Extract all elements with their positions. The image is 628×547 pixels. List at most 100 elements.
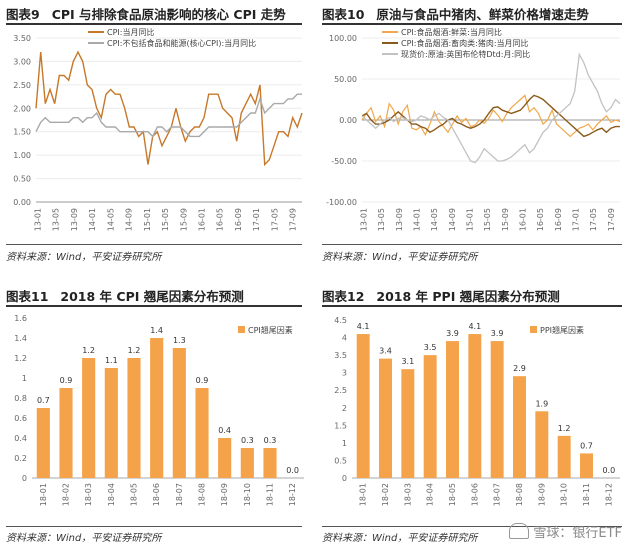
legend-label: 现货价:原油:英国布伦特Dtd:月:同比 — [401, 49, 530, 59]
legend-label: PPI翘尾因素 — [540, 325, 584, 335]
panel-title: 图表9 CPI 与排除食品原油影响的核心 CPI 走势 — [6, 4, 286, 23]
y-tick-label: 4.5 — [334, 316, 347, 325]
data-label: 1.3 — [173, 336, 186, 345]
title-rule — [6, 305, 302, 307]
data-label: 3.1 — [401, 357, 414, 366]
x-tick-label: 18-08 — [515, 483, 524, 506]
legend-label: CPI:当月同比 — [107, 27, 154, 37]
series-line-2 — [35, 93, 302, 138]
y-tick-label: 0 — [342, 474, 347, 483]
y-tick-label: 3 — [342, 369, 347, 378]
y-tick-label: 2.00 — [13, 104, 31, 113]
x-tick-label: 15-05 — [161, 208, 170, 231]
bar — [379, 358, 392, 478]
data-label: 0.0 — [602, 466, 615, 475]
x-tick-label: 17-09 — [607, 208, 616, 231]
x-tick-label: 18-02 — [62, 483, 71, 506]
x-tick-label: 17-01 — [572, 208, 581, 231]
data-label: 4.1 — [468, 322, 481, 331]
y-tick-label: 0.6 — [14, 414, 27, 423]
x-tick-label: 17-05 — [589, 208, 598, 231]
y-tick-label: 0.2 — [14, 454, 27, 463]
source-rule — [6, 244, 302, 245]
snowball-logo-icon — [509, 523, 530, 539]
data-label: 1.4 — [150, 326, 163, 335]
x-tick-label: 18-01 — [359, 483, 368, 506]
panel-title: 图表10 原油与食品中猪肉、鲜菜价格增速走势 — [322, 4, 589, 23]
data-label: 0.9 — [196, 376, 209, 385]
title-rule — [322, 23, 622, 25]
x-tick-label: 16-05 — [216, 208, 225, 231]
y-tick-label: 1.5 — [334, 421, 347, 430]
data-label: 3.4 — [379, 347, 392, 356]
data-label: 0.9 — [60, 376, 73, 385]
y-tick-label: 0.50 — [13, 175, 31, 184]
y-tick-label: 100.00 — [329, 34, 357, 43]
source-note: 资料来源：Wind，平安证券研究所 — [6, 533, 162, 544]
legend-swatch — [238, 326, 245, 333]
x-tick-label: 18-03 — [84, 483, 93, 506]
x-tick-label: 14-05 — [430, 208, 439, 231]
panel-fig9: 图表9 CPI 与排除食品原油影响的核心 CPI 走势 0.00 0.50 1.00 1… — [6, 4, 308, 266]
x-tick-label: 15-01 — [143, 208, 152, 231]
data-label: 0.4 — [218, 426, 231, 435]
x-tick-label: 18-12 — [288, 483, 297, 506]
y-tick-label: 0.4 — [14, 434, 27, 443]
figure-number: 图表10 — [322, 7, 365, 22]
bar — [535, 411, 549, 478]
bar — [104, 368, 118, 478]
x-tick-label: 16-09 — [554, 208, 563, 231]
x-tick-label: 18-11 — [266, 483, 275, 506]
legend-label: CPI:食品烟酒:鲜菜:当月同比 — [401, 27, 502, 37]
x-tick-label: 18-04 — [107, 483, 116, 506]
bar — [356, 334, 370, 478]
x-tick-label: 16-01 — [197, 208, 206, 231]
bar — [423, 355, 437, 478]
chart-title: 2018 年 CPI 翘尾因素分布预测 — [60, 289, 244, 304]
title-rule — [322, 305, 622, 307]
data-label: 0.3 — [264, 436, 277, 445]
source-rule — [322, 526, 622, 527]
x-tick-label: 15-09 — [179, 208, 188, 231]
bar — [490, 341, 504, 478]
y-tick-label: 1.50 — [13, 128, 31, 137]
x-tick-label: 13-05 — [52, 208, 61, 231]
source-note: 资料来源：Wind，平安证券研究所 — [322, 252, 478, 263]
y-tick-label: 3.5 — [334, 351, 347, 360]
bar-chart-cpi-carryover: 0 0.2 0.4 0.6 0.8 1 1.2 1.4 1.6 0.7 18-01 0.9 18-02 1… — [14, 314, 304, 506]
y-tick-label: 1.00 — [13, 151, 31, 160]
bar — [240, 448, 254, 478]
x-tick-label: 18-12 — [604, 483, 613, 506]
x-tick-label: 14-05 — [106, 208, 115, 231]
bar — [82, 358, 96, 478]
y-tick-label: 2.50 — [13, 81, 31, 90]
bar — [150, 338, 164, 478]
x-tick-label: 16-05 — [536, 208, 545, 231]
bar-chart-ppi-carryover: 0 0.5 1 1.5 2 2.5 3 3.5 4 4.5 4.1 18-01 3.4 18-02 3.1 1… — [334, 316, 620, 506]
bar — [557, 435, 571, 478]
x-tick-label: 14-09 — [125, 208, 134, 231]
data-label: 3.9 — [491, 329, 504, 338]
legend-label: CPI:食品烟酒:畜肉类:猪肉:当月同比 — [401, 38, 529, 48]
bar — [513, 376, 526, 478]
title-rule — [6, 23, 302, 25]
data-label: 3.5 — [424, 343, 437, 352]
bar — [446, 341, 459, 478]
x-tick-label: 18-03 — [403, 483, 412, 506]
y-tick-label: 0.8 — [14, 394, 27, 403]
bar — [36, 408, 50, 478]
panel-title: 图表12 2018 年 PPI 翘尾因素分布预测 — [322, 286, 560, 305]
x-tick-label: 14-01 — [88, 208, 97, 231]
y-tick-label: -50.00 — [331, 157, 357, 166]
figure-number: 图表11 — [6, 289, 49, 304]
x-tick-label: 13-01 — [34, 208, 43, 231]
y-tick-label: 1.4 — [14, 334, 27, 343]
legend-swatch — [530, 326, 537, 333]
x-tick-label: 13-09 — [70, 208, 79, 231]
panel-fig11: 图表11 2018 年 CPI 翘尾因素分布预测 0 0.2 0.4 0.6 0.8 1 1.… — [6, 286, 308, 544]
x-tick-label: 18-04 — [426, 483, 435, 506]
x-tick-label: 18-11 — [582, 483, 591, 506]
x-tick-label: 16-01 — [519, 208, 528, 231]
panel-fig12: 图表12 2018 年 PPI 翘尾因素分布预测 0 0.5 1 1.5 2 2.5 3 3.5… — [322, 286, 624, 544]
y-tick-label: 0.5 — [334, 456, 347, 465]
